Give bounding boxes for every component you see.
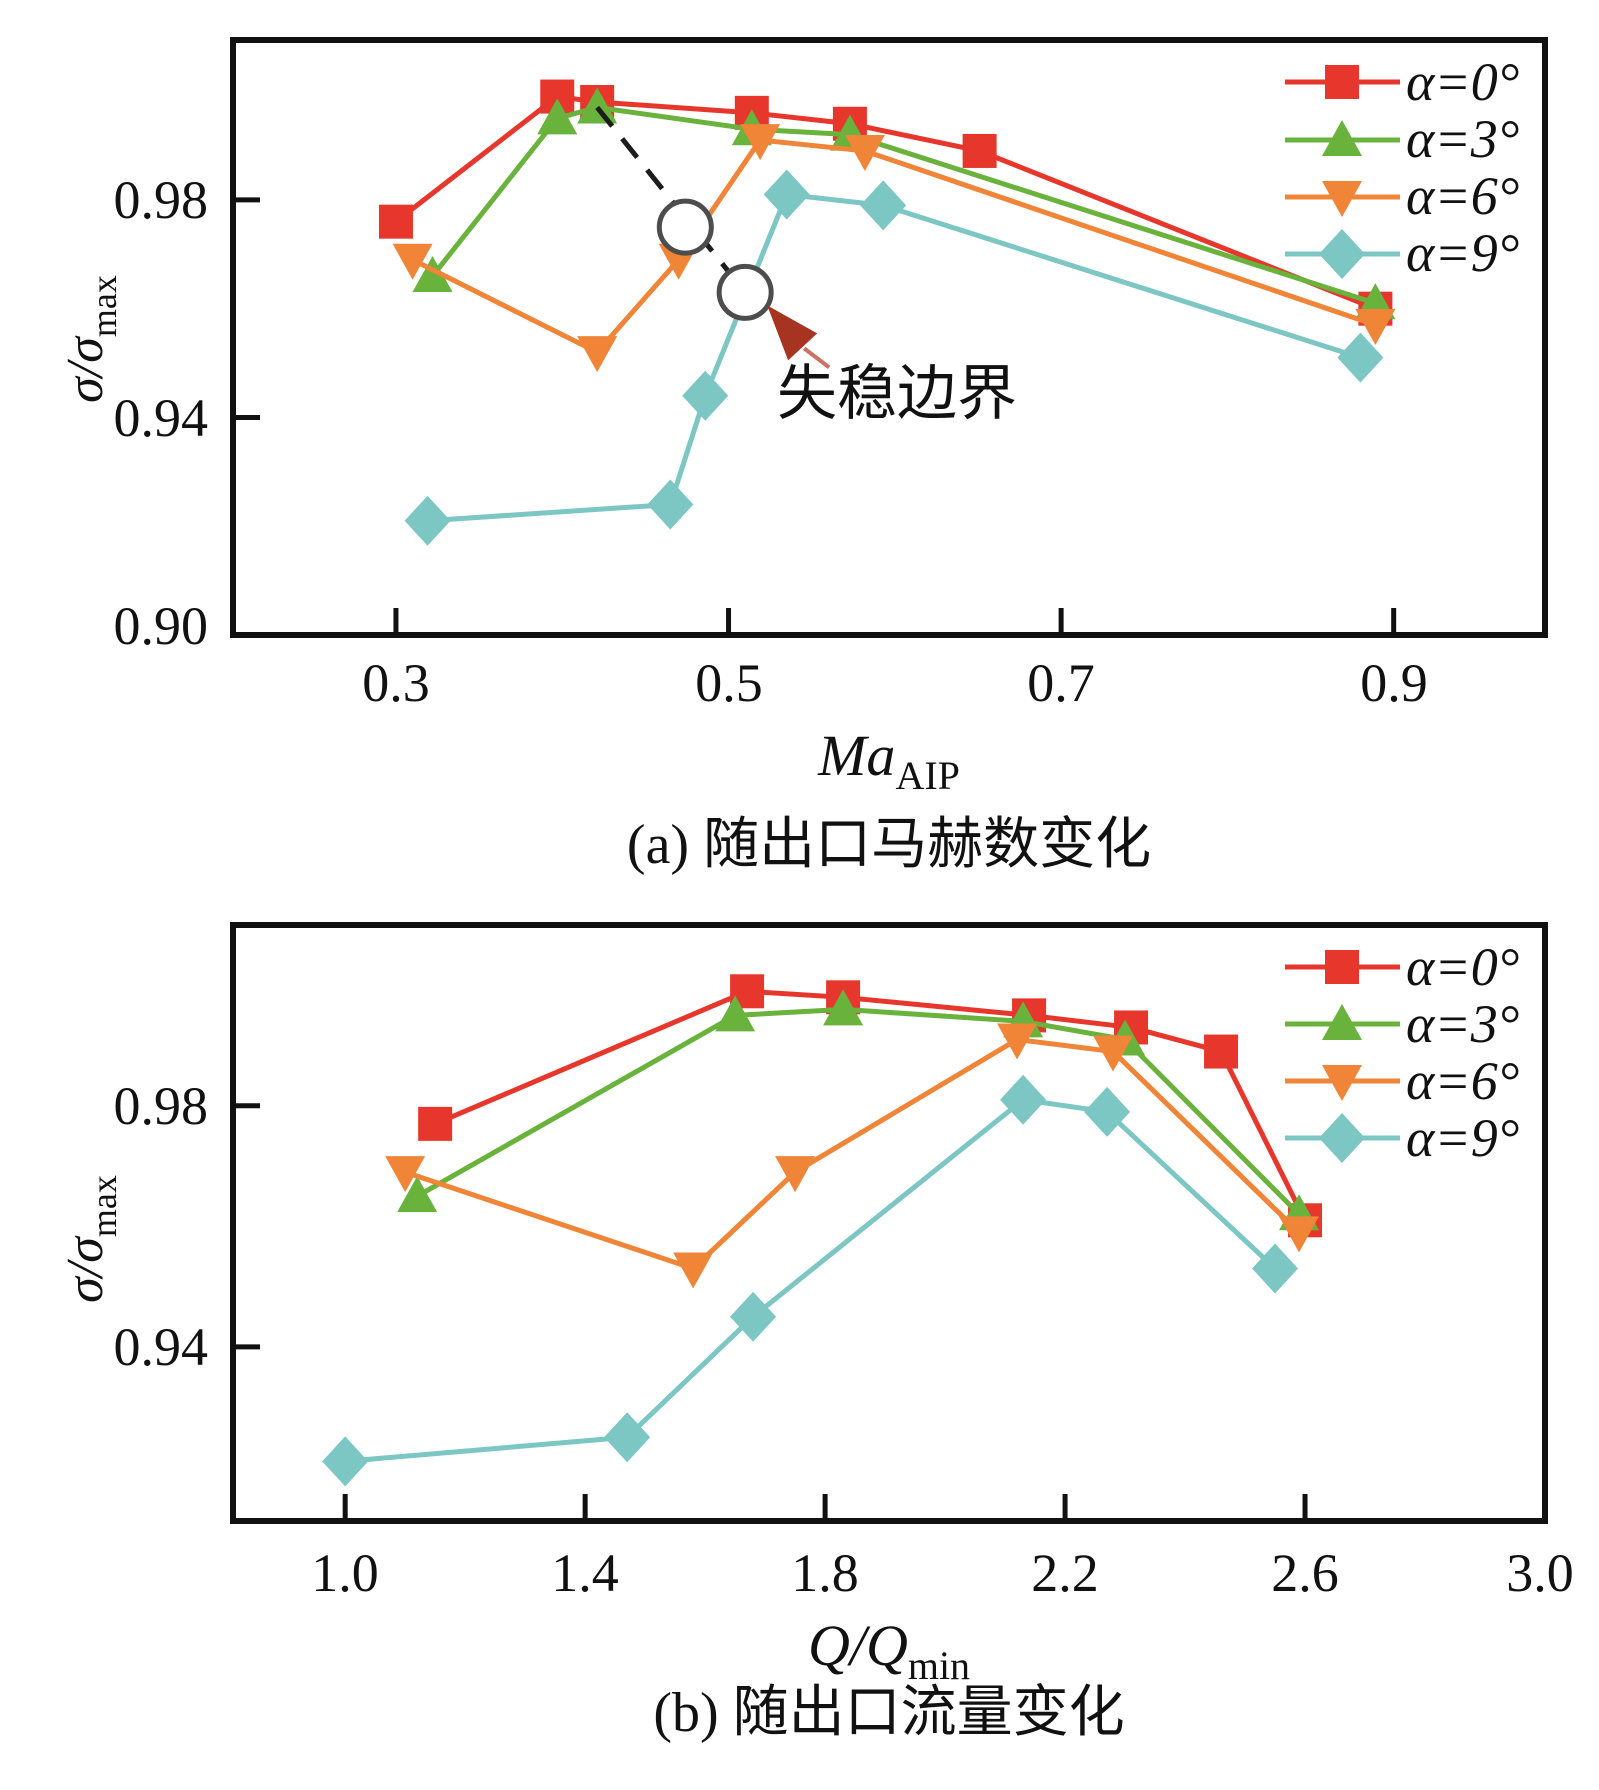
data-point-marker bbox=[397, 1176, 438, 1213]
legend-marker-a bbox=[1322, 120, 1362, 156]
chart-a-xtick-05: 0.5 bbox=[695, 653, 763, 713]
data-point-marker bbox=[1204, 1034, 1239, 1069]
data-point-marker bbox=[1000, 1074, 1047, 1125]
data-point-marker bbox=[1355, 308, 1396, 345]
data-point-marker bbox=[418, 1106, 453, 1141]
chart-a-ylabel-sub: max bbox=[84, 275, 124, 338]
data-point-marker bbox=[322, 1436, 369, 1487]
chart-a-ytick-090: 0.90 bbox=[113, 596, 209, 656]
data-point-marker bbox=[715, 995, 756, 1032]
chart-b-caption: (b) 随出口流量变化 bbox=[653, 1682, 1125, 1744]
plot-b-border bbox=[230, 922, 1548, 1524]
data-point-marker bbox=[740, 124, 781, 161]
data-point-marker bbox=[385, 1156, 426, 1193]
chart-b-legend-label-alpha0: α=0° bbox=[1406, 937, 1520, 997]
data-point-marker bbox=[1084, 1086, 1131, 1137]
chart-a-xtick-07: 0.7 bbox=[1027, 653, 1095, 713]
data-point-marker bbox=[1279, 1216, 1320, 1253]
data-point-marker bbox=[860, 180, 907, 231]
data-point-marker bbox=[1093, 1035, 1134, 1072]
data-point-marker bbox=[997, 1023, 1038, 1060]
instability-boundary-label: 失稳边界 bbox=[777, 361, 1017, 427]
series-line-a bbox=[430, 104, 1377, 306]
boundary-circle bbox=[716, 263, 774, 321]
chart-a-legend-label-alpha3: α=3° bbox=[1406, 109, 1520, 169]
chart-b-legend-label-alpha9: α=9° bbox=[1406, 1108, 1520, 1168]
data-point-marker bbox=[673, 1252, 714, 1289]
chart-b-xlabel-main: Q/Q bbox=[807, 1613, 908, 1678]
chart-b-xlabel: Q/Qmin bbox=[689, 1610, 1089, 1702]
data-point-marker bbox=[823, 989, 864, 1026]
plot-a-border bbox=[230, 37, 1548, 638]
chart-a-ytick-098: 0.98 bbox=[113, 170, 209, 230]
chart-b-ylabel-sub: max bbox=[84, 1175, 124, 1238]
data-point-marker bbox=[647, 479, 694, 530]
data-point-marker bbox=[378, 204, 413, 239]
legend-marker-a bbox=[1319, 229, 1365, 279]
chart-b-xtick-10: 1.0 bbox=[311, 1543, 379, 1603]
chart-a-xtick-03: 0.3 bbox=[362, 653, 430, 713]
legend-marker-b bbox=[1325, 950, 1359, 984]
annotation-arrow-icon bbox=[767, 305, 818, 361]
legend-marker-b bbox=[1322, 1065, 1362, 1101]
data-point-marker bbox=[412, 256, 453, 293]
chart-b-ytick-098: 0.98 bbox=[113, 1076, 209, 1136]
chart-a-xlabel-main: Ma bbox=[818, 723, 896, 788]
data-point-marker bbox=[1337, 332, 1384, 383]
legend-marker-b bbox=[1322, 1004, 1362, 1040]
chart-b-xtick-26: 2.6 bbox=[1271, 1543, 1339, 1603]
series-line-b bbox=[404, 1036, 1301, 1271]
legend-marker-a bbox=[1325, 65, 1359, 99]
data-point-marker bbox=[1252, 1243, 1299, 1294]
data-point-marker bbox=[577, 336, 618, 373]
chart-b-legend-label-alpha6: α=6° bbox=[1406, 1051, 1520, 1111]
data-point-marker bbox=[404, 495, 451, 546]
chart-a-legend-label-alpha9: α=9° bbox=[1406, 223, 1520, 283]
data-point-marker bbox=[844, 134, 885, 171]
chart-a-xlabel: MaAIP bbox=[689, 720, 1089, 812]
chart-b-legend-label-alpha3: α=3° bbox=[1406, 994, 1520, 1054]
chart-b-ytick-094: 0.94 bbox=[113, 1317, 209, 1377]
annotation-arrow-tail bbox=[802, 346, 831, 369]
boundary-circle bbox=[656, 198, 714, 256]
data-point-marker bbox=[962, 133, 997, 168]
data-point-marker bbox=[730, 1291, 777, 1342]
chart-b-xtick-18: 1.8 bbox=[791, 1543, 859, 1603]
data-point-marker bbox=[682, 370, 729, 421]
chart-b-ylabel-main: σ/σ bbox=[57, 1237, 114, 1303]
chart-a-legend-label-alpha6: α=6° bbox=[1406, 166, 1520, 226]
data-point-marker bbox=[775, 1156, 816, 1193]
chart-a-xtick-09: 0.9 bbox=[1360, 653, 1428, 713]
chart-a-caption: (a) 随出口马赫数变化 bbox=[626, 814, 1152, 876]
legend-marker-a bbox=[1322, 181, 1362, 217]
data-point-marker bbox=[537, 98, 578, 135]
series-line-a bbox=[411, 137, 1377, 355]
chart-a-legend-label-alpha0: α=0° bbox=[1406, 52, 1520, 112]
series-line-b bbox=[434, 988, 1308, 1222]
chart-b-xtick-22: 2.2 bbox=[1031, 1543, 1099, 1603]
data-point-marker bbox=[763, 169, 810, 220]
chart-a-xlabel-sub: AIP bbox=[895, 753, 960, 798]
series-line-b bbox=[415, 1006, 1301, 1217]
chart-b-xlabel-sub: min bbox=[907, 1643, 971, 1688]
chart-b-xtick-30: 3.0 bbox=[1506, 1543, 1574, 1603]
chart-a-ytick-094: 0.94 bbox=[113, 388, 209, 448]
series-line-a bbox=[427, 191, 1362, 524]
data-point-marker bbox=[577, 87, 618, 124]
data-point-marker bbox=[392, 243, 433, 280]
chart-b-xtick-14: 1.4 bbox=[551, 1543, 619, 1603]
data-point-marker bbox=[604, 1412, 651, 1463]
series-line-b bbox=[344, 1097, 1277, 1464]
legend-marker-b bbox=[1319, 1113, 1365, 1163]
